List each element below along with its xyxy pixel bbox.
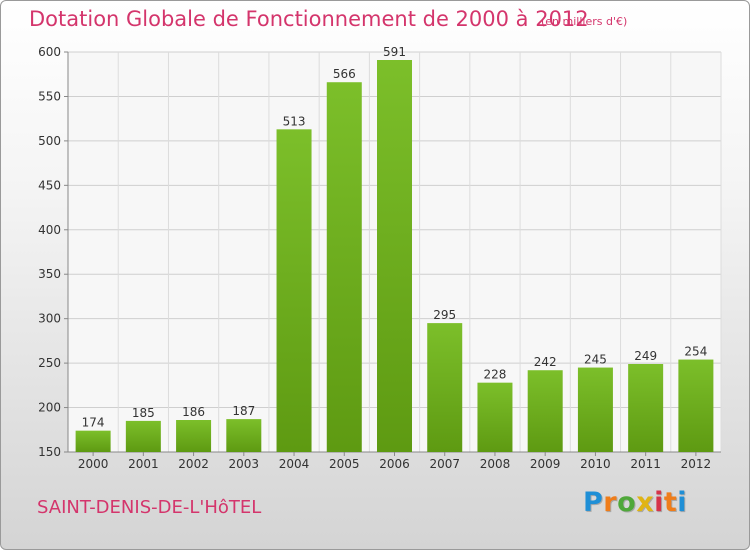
bar — [276, 129, 312, 453]
logo-letter: x — [636, 487, 655, 518]
x-tick-label: 2008 — [480, 457, 511, 471]
y-tick-label: 250 — [38, 356, 61, 370]
data-label: 245 — [584, 353, 607, 367]
data-label: 228 — [484, 368, 507, 382]
data-label: 295 — [433, 308, 456, 322]
x-tick-label: 2000 — [78, 457, 109, 471]
bar — [326, 82, 362, 452]
x-tick-label: 2011 — [630, 457, 661, 471]
x-tick-label: 2004 — [279, 457, 310, 471]
x-tick-label: 2006 — [379, 457, 410, 471]
bar — [226, 419, 262, 452]
bars — [75, 60, 714, 453]
data-label: 591 — [383, 45, 406, 59]
bar — [577, 367, 613, 452]
x-tick-label: 2005 — [329, 457, 360, 471]
x-tick-label: 2012 — [681, 457, 712, 471]
commune-name: SAINT-DENIS-DE-L'HôTEL — [37, 497, 262, 518]
bar — [377, 60, 412, 452]
data-label: 254 — [684, 345, 707, 359]
y-tick-label: 500 — [38, 134, 61, 148]
data-label: 186 — [182, 405, 205, 419]
bar — [427, 323, 463, 452]
x-tick-label: 2010 — [580, 457, 611, 471]
logo-letter: i — [654, 487, 664, 518]
logo-letter: r — [603, 487, 618, 518]
bar — [75, 430, 111, 452]
x-tick-label: 2007 — [429, 457, 460, 471]
logo-letter: i — [677, 487, 688, 518]
bar — [527, 370, 563, 452]
logo-letter: o — [617, 487, 637, 518]
bar — [125, 420, 161, 452]
y-tick-label: 150 — [38, 445, 61, 459]
y-tick-label: 300 — [38, 312, 61, 326]
chart-subtitle: (en milliers d'€) — [541, 15, 628, 28]
bar — [628, 364, 664, 452]
y-tick-label: 350 — [38, 267, 61, 281]
data-label: 185 — [132, 406, 155, 420]
bar — [477, 382, 513, 452]
proxiti-logo: Proxiti — [583, 487, 687, 518]
bar — [678, 359, 714, 452]
logo-letter: t — [663, 487, 678, 518]
logo-letter: P — [583, 487, 604, 518]
x-tick-label: 2002 — [178, 457, 209, 471]
y-tick-label: 550 — [38, 89, 61, 103]
data-label: 249 — [634, 349, 657, 363]
y-tick-label: 400 — [38, 223, 61, 237]
data-label: 174 — [82, 416, 105, 430]
data-label: 513 — [283, 114, 306, 128]
data-label: 242 — [534, 355, 557, 369]
labels: 150 200 250 300 350 400 450 500 550 600 174 2000 185… — [38, 45, 711, 471]
chart-title: Dotation Globale de Fonctionnement de 20… — [29, 7, 589, 31]
y-tick-label: 450 — [38, 178, 61, 192]
data-label: 566 — [333, 67, 356, 81]
bar-chart: 150 200 250 300 350 400 450 500 550 600 174 2000 185… — [38, 45, 722, 471]
bar — [176, 420, 212, 452]
x-tick-label: 2003 — [229, 457, 260, 471]
y-tick-label: 600 — [38, 45, 61, 59]
y-tick-label: 200 — [38, 401, 61, 415]
x-tick-label: 2001 — [128, 457, 159, 471]
data-label: 187 — [232, 404, 255, 418]
x-tick-label: 2009 — [530, 457, 561, 471]
